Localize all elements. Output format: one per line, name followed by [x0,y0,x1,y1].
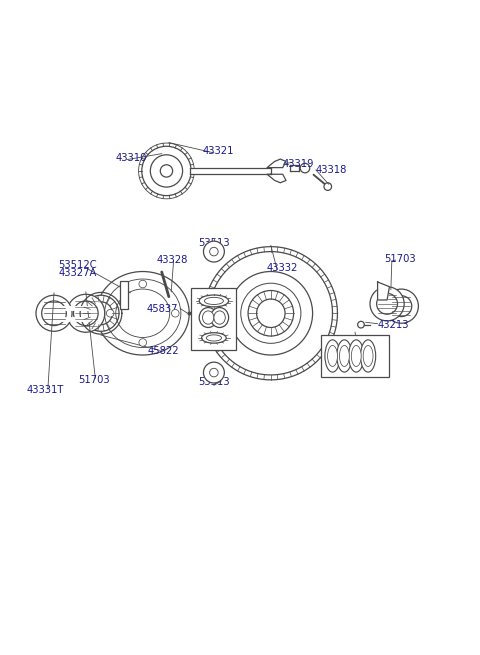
Circle shape [171,309,179,317]
Circle shape [73,301,98,326]
Ellipse shape [360,340,376,372]
Polygon shape [267,174,286,183]
Circle shape [300,163,310,173]
Ellipse shape [339,345,349,366]
Ellipse shape [206,335,221,341]
Text: 45837: 45837 [147,303,179,314]
Text: 45822: 45822 [147,346,179,356]
Circle shape [67,294,105,332]
Bar [192,288,237,350]
Ellipse shape [199,295,228,307]
Text: 53526T: 53526T [334,364,372,374]
Circle shape [36,295,72,331]
Circle shape [42,301,66,326]
Circle shape [248,291,294,336]
Circle shape [384,289,419,323]
Circle shape [90,302,112,325]
Circle shape [241,283,301,343]
Text: 51703: 51703 [384,253,416,264]
Text: 43327A: 43327A [59,269,97,278]
Text: 43310: 43310 [115,153,146,163]
Circle shape [257,299,285,328]
Circle shape [204,246,338,381]
Text: 51703: 51703 [79,375,110,384]
Ellipse shape [203,311,214,324]
Circle shape [391,295,412,316]
Bar [120,281,128,309]
Ellipse shape [202,333,226,343]
Text: 45842A: 45842A [338,356,377,365]
Circle shape [107,309,114,317]
Ellipse shape [337,340,352,372]
Circle shape [83,295,119,331]
Text: 53513: 53513 [198,377,230,387]
Text: 43319: 43319 [283,159,314,169]
Ellipse shape [325,340,340,372]
Ellipse shape [351,345,361,366]
Ellipse shape [211,308,228,328]
Circle shape [210,248,218,256]
Polygon shape [378,282,389,300]
Circle shape [139,280,146,288]
Circle shape [358,322,364,328]
Circle shape [204,362,224,383]
Ellipse shape [348,340,364,372]
Circle shape [370,287,404,321]
Ellipse shape [204,297,223,305]
Ellipse shape [96,272,189,355]
Polygon shape [267,159,286,168]
Text: 43321: 43321 [203,146,234,156]
Text: 43318: 43318 [316,165,348,175]
Text: 43332: 43332 [267,263,299,273]
Circle shape [229,272,312,355]
Bar [321,335,389,377]
Circle shape [142,146,191,196]
Ellipse shape [214,311,225,324]
Circle shape [324,183,332,191]
Ellipse shape [199,308,217,328]
Text: 53512C: 53512C [59,260,97,270]
Circle shape [150,155,182,187]
Circle shape [139,339,146,346]
Circle shape [377,293,397,314]
Text: 43331T: 43331T [27,385,64,395]
Text: 43328: 43328 [157,255,188,265]
Circle shape [204,241,224,262]
Text: 43213: 43213 [378,320,409,329]
Ellipse shape [327,345,337,366]
Circle shape [210,368,218,377]
Text: 53513: 53513 [198,238,230,248]
Ellipse shape [363,345,373,366]
